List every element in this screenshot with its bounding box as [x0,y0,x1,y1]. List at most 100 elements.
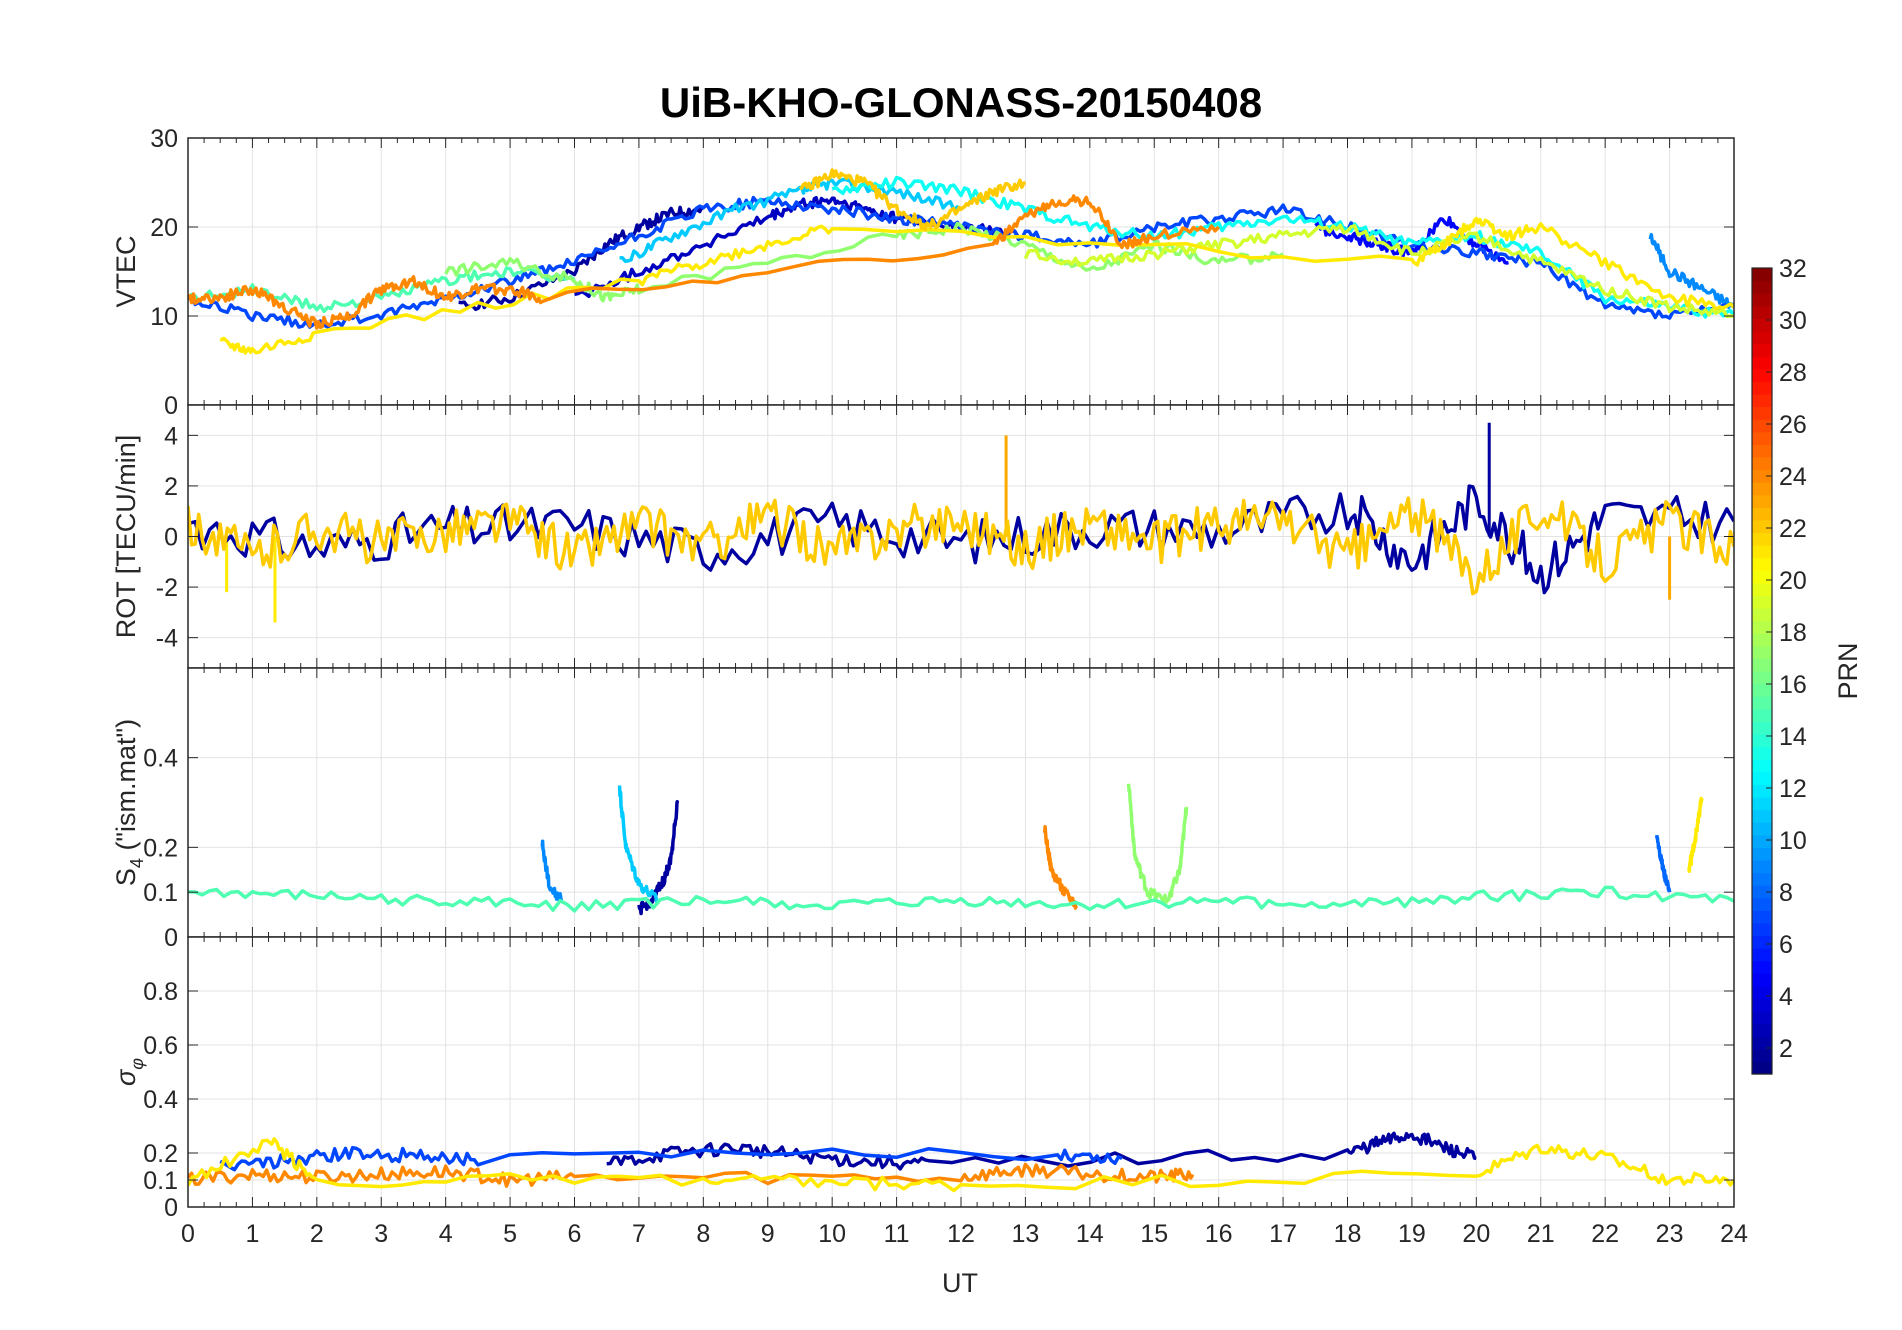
colorbar-segment [1752,456,1772,471]
x-tick-label: 15 [1140,1220,1168,1248]
colorbar-segment [1752,381,1772,395]
colorbar-segment [1752,595,1772,609]
colorbar-segment [1752,419,1772,433]
colorbar-segment [1752,885,1772,899]
y-axis-label: σφ [111,1058,147,1086]
colorbar-tick-label: 30 [1779,307,1807,335]
series-line-prn-21 [219,216,1734,355]
series-line-prn-2 [458,205,705,312]
colorbar-segment [1752,343,1772,357]
colorbar-segment [1752,1036,1772,1050]
colorbar-box [1751,267,1773,1075]
series-group [188,1131,1734,1193]
x-tick-label: 17 [1269,1220,1297,1248]
colorbar-segment [1752,608,1772,622]
colorbar-segment [1752,482,1772,496]
series-line-prn-22 [188,496,1734,596]
x-tick-label: 9 [761,1220,775,1248]
colorbar-segment [1752,847,1772,861]
colorbar-segment [1752,658,1772,672]
y-tick-label: 0.4 [143,745,178,773]
colorbar-segment [1752,784,1772,798]
series-line-prn-19 [1023,223,1734,319]
series-line-prn-5 [1314,215,1509,265]
colorbar-tick-label: 20 [1779,567,1807,595]
y-axis-label-main: S [111,868,141,886]
colorbar-segment [1752,746,1772,760]
x-tick-label: 22 [1591,1220,1619,1248]
series-line-prn-9 [540,839,564,903]
colorbar-tick-label: 26 [1779,411,1807,439]
colorbar-tick-label: 2 [1779,1035,1793,1063]
colorbar-tick-label: 24 [1779,463,1807,491]
series-group [188,168,1734,355]
x-tick-label: 23 [1656,1220,1684,1248]
colorbar-tick-label: 28 [1779,359,1807,387]
series-group [188,422,1734,623]
panel-1: 0 10 20 30 VTEC [111,125,1735,420]
x-tick-label: 10 [818,1220,846,1248]
x-tick-label: 16 [1205,1220,1233,1248]
colorbar-tick-label: 10 [1779,827,1807,855]
x-tick-label: 3 [374,1220,388,1248]
colorbar-segment [1752,293,1772,307]
chart-title: UiB-KHO-GLONASS-20150408 [660,79,1262,126]
y-tick-label: -2 [156,574,178,602]
y-tick-label: 0 [164,924,178,952]
x-tick-label: 14 [1076,1220,1104,1248]
y-tick-label: 0.1 [143,879,178,907]
colorbar-segment [1752,444,1772,458]
series-line-prn-22 [799,168,1027,232]
y-tick-label: 2 [164,473,178,501]
colorbar-segment [1752,1048,1772,1063]
colorbar-segment [1752,960,1772,974]
colorbar-segment [1752,973,1772,987]
x-tick-label: 8 [696,1220,710,1248]
colorbar-segment [1752,671,1772,685]
colorbar-segment [1752,633,1772,647]
colorbar-segment [1752,1011,1772,1025]
y-tick-label: 4 [164,422,178,450]
colorbar-segment [1752,356,1772,370]
y-axis-label-sub: φ [127,1058,147,1070]
y-tick-label: 0.6 [143,1032,178,1060]
colorbar-segment [1752,948,1772,962]
x-axis-label: UT [942,1268,978,1298]
x-tick-labels: 0 1 2 3 4 5 6 7 8 9 10 11 12 13 14 15 16 17 18 19 20 21 22 23 24 [181,1220,1748,1248]
colorbar-segment [1752,469,1772,483]
x-tick-label: 21 [1527,1220,1555,1248]
y-axis-label: VTEC [111,235,141,307]
x-tick-label: 4 [439,1220,453,1248]
colorbar-segment [1752,985,1772,1000]
colorbar-segment [1752,822,1772,836]
panel-4: 00.10.2 0.4 0.6 0.8 σφ [111,936,1735,1222]
y-tick-label: 0.4 [143,1086,178,1114]
y-tick-label: 30 [150,125,178,153]
colorbar-segment [1752,519,1772,534]
y-tick-label: 0 [164,524,178,552]
colorbar-segment [1752,431,1772,445]
y-tick-label: 0 [164,1194,178,1222]
colorbar-segment [1752,683,1772,697]
series-line-prn-2 [188,484,1734,595]
series-line-prn-2 [606,1131,1477,1171]
colorbar-segment [1752,557,1772,571]
colorbar-segment [1752,1023,1772,1037]
x-tick-label: 13 [1012,1220,1040,1248]
colorbar-tick-label: 12 [1779,775,1807,803]
colorbar-segment [1752,759,1772,773]
colorbar-segment [1752,368,1772,382]
y-tick-label: 0.2 [143,834,178,862]
colorbar-segment [1752,771,1772,785]
colorbar-tick-label: 14 [1779,723,1807,751]
series-line-prn-9 [1648,232,1734,310]
series-line-prn-21 [1687,796,1704,873]
colorbar-segment [1752,998,1772,1012]
colorbar-segment [1752,645,1772,660]
series-line-prn-17 [1126,783,1189,906]
colorbar-segment [1752,330,1772,345]
x-tick-label: 6 [568,1220,582,1248]
colorbar-segment [1752,897,1772,911]
series-line-prn-15 [188,885,1734,913]
colorbar-segment [1752,570,1772,584]
